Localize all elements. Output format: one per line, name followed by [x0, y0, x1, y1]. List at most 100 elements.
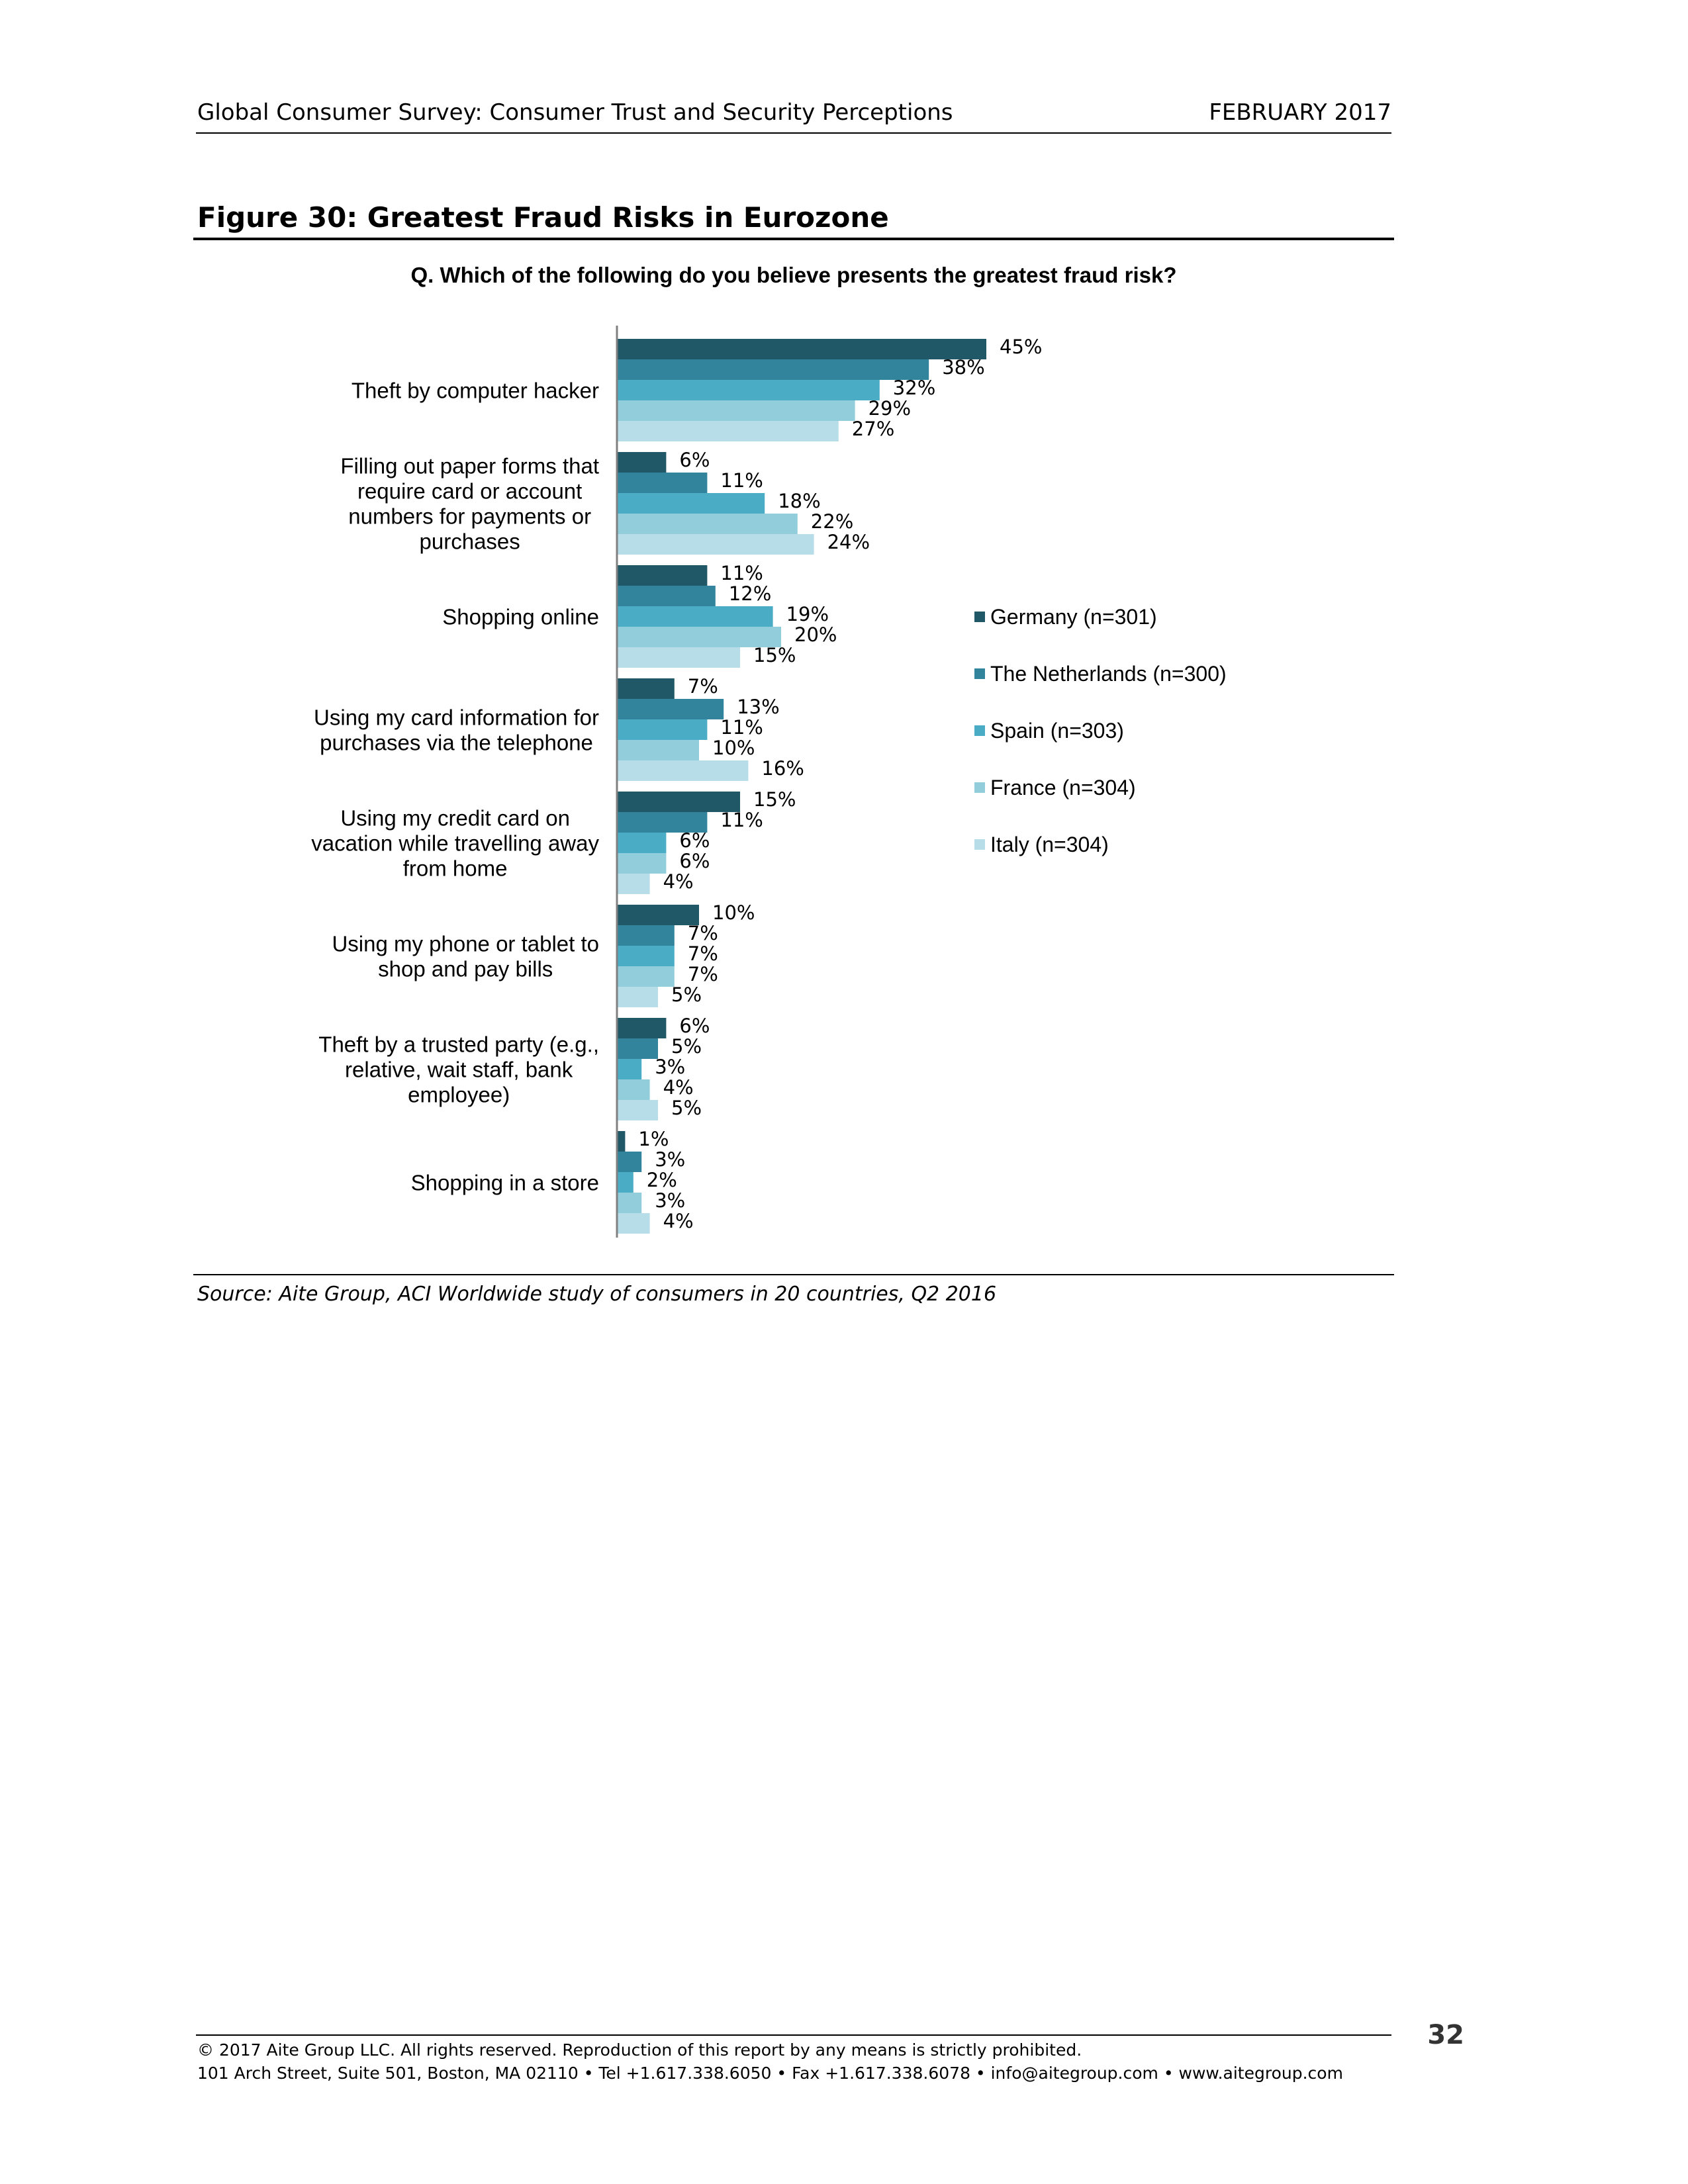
category-label-line: purchases via the telephone — [320, 731, 593, 755]
footer-address: 101 Arch Street, Suite 501, Boston, MA 0… — [197, 2064, 1343, 2083]
legend-label-2: Spain (n=303) — [990, 719, 1124, 743]
chart-legend: Germany (n=301) The Netherlands (n=300) Sp… — [974, 605, 1227, 856]
bar-0-1 — [617, 359, 929, 380]
bar-7-0 — [617, 1131, 626, 1152]
value-label-1-1: 11% — [720, 469, 763, 492]
value-label-5-0: 10% — [712, 901, 755, 924]
bar-1-4 — [617, 534, 814, 555]
value-label-4-0: 15% — [753, 788, 796, 811]
bar-5-1 — [617, 925, 675, 946]
value-label-0-0: 45% — [1000, 336, 1042, 358]
bar-2-3 — [617, 627, 781, 647]
bar-7-3 — [617, 1193, 642, 1213]
value-label-2-4: 15% — [753, 644, 796, 666]
legend-label-0: Germany (n=301) — [990, 605, 1157, 629]
bar-6-1 — [617, 1038, 658, 1059]
legend-label-4: Italy (n=304) — [990, 833, 1109, 856]
value-label-5-2: 7% — [688, 942, 718, 965]
category-label-line: require card or account — [357, 479, 582, 504]
chart-value-labels: 45%38%32%29%27%6%11%18%22%24%11%12%19%20… — [638, 336, 1042, 1232]
value-label-2-2: 19% — [786, 603, 829, 625]
bar-6-0 — [617, 1018, 667, 1038]
value-label-4-4: 4% — [663, 870, 694, 893]
category-label-1: Filling out paper forms that require card… — [340, 454, 599, 554]
source-divider — [193, 1274, 1394, 1275]
bar-0-4 — [617, 421, 839, 441]
survey-question: Q. Which of the following do you believe… — [410, 263, 1177, 287]
category-label-3: Using my card information for purchases v… — [314, 705, 599, 755]
value-label-7-3: 3% — [655, 1189, 685, 1212]
value-label-6-1: 5% — [671, 1035, 702, 1058]
value-label-1-0: 6% — [679, 449, 710, 471]
bar-5-0 — [617, 905, 699, 925]
bar-6-3 — [617, 1079, 650, 1100]
bar-6-2 — [617, 1059, 642, 1079]
value-label-2-3: 20% — [794, 623, 837, 646]
bar-5-3 — [617, 966, 675, 987]
category-label-line: Using my credit card on — [340, 806, 570, 831]
category-label-line: numbers for payments or — [348, 504, 591, 529]
value-label-1-4: 24% — [827, 531, 870, 553]
value-label-3-4: 16% — [761, 757, 804, 780]
bar-5-2 — [617, 946, 675, 966]
category-label-6: Theft by a trusted party (e.g., relative,… — [318, 1032, 599, 1107]
value-label-7-4: 4% — [663, 1210, 694, 1232]
value-label-0-4: 27% — [852, 418, 894, 440]
figure-title-divider — [193, 238, 1394, 240]
bar-4-0 — [617, 792, 740, 812]
bar-0-3 — [617, 400, 855, 421]
figure-title: Figure 30: Greatest Fraud Risks in Euroz… — [197, 201, 889, 234]
category-label-7: Shopping in a store — [411, 1171, 599, 1195]
bar-7-1 — [617, 1152, 642, 1172]
bar-5-4 — [617, 987, 658, 1007]
value-label-4-2: 6% — [679, 829, 710, 852]
category-label-line: Using my card information for — [314, 705, 599, 730]
legend-swatch-1 — [974, 668, 985, 679]
value-label-2-1: 12% — [729, 582, 771, 605]
category-label-line: Filling out paper forms that — [340, 454, 599, 478]
value-label-1-3: 22% — [811, 510, 853, 533]
value-label-7-0: 1% — [638, 1128, 669, 1150]
chart-bars — [617, 339, 986, 1234]
value-label-5-4: 5% — [671, 983, 702, 1006]
page-number: 32 — [1427, 2020, 1464, 2050]
value-label-2-0: 11% — [720, 562, 763, 584]
value-label-7-2: 2% — [647, 1169, 677, 1191]
value-label-3-3: 10% — [712, 737, 755, 759]
fraud-risk-bar-chart: 45%38%32%29%27%6%11%18%22%24%11%12%19%20… — [311, 326, 1227, 1238]
bar-4-3 — [617, 853, 667, 874]
category-label-line: vacation while travelling away — [311, 831, 599, 856]
report-date-header: FEBRUARY 2017 — [1209, 99, 1391, 126]
category-label-line: shop and pay bills — [378, 957, 553, 981]
category-label-line: Shopping online — [442, 605, 599, 629]
bar-2-2 — [617, 606, 773, 627]
footer-copyright: © 2017 Aite Group LLC. All rights reserv… — [197, 2040, 1082, 2060]
bar-6-4 — [617, 1100, 658, 1120]
legend-swatch-3 — [974, 782, 985, 793]
bar-3-4 — [617, 760, 749, 781]
bar-7-2 — [617, 1172, 633, 1193]
category-label-line: employee) — [408, 1083, 510, 1107]
value-label-0-1: 38% — [942, 356, 984, 379]
footer-divider — [196, 2034, 1391, 2036]
bar-7-4 — [617, 1213, 650, 1234]
value-label-6-0: 6% — [679, 1015, 710, 1037]
category-label-line: Theft by computer hacker — [352, 379, 599, 403]
legend-label-1: The Netherlands (n=300) — [990, 662, 1227, 686]
category-label-line: from home — [403, 856, 508, 881]
legend-label-3: France (n=304) — [990, 776, 1136, 799]
value-label-5-3: 7% — [688, 963, 718, 985]
category-label-line: Shopping in a store — [411, 1171, 599, 1195]
category-label-0: Theft by computer hacker — [352, 379, 599, 403]
legend-swatch-2 — [974, 725, 985, 736]
legend-swatch-4 — [974, 839, 985, 850]
figure-source: Source: Aite Group, ACI Worldwide study … — [197, 1283, 997, 1306]
value-label-6-2: 3% — [655, 1056, 685, 1078]
category-label-line: relative, wait staff, bank — [345, 1058, 573, 1082]
category-label-2: Shopping online — [442, 605, 599, 629]
bar-2-0 — [617, 565, 708, 586]
value-label-5-1: 7% — [688, 922, 718, 944]
value-label-6-4: 5% — [671, 1097, 702, 1119]
bar-0-0 — [617, 339, 986, 359]
value-label-1-2: 18% — [778, 490, 820, 512]
